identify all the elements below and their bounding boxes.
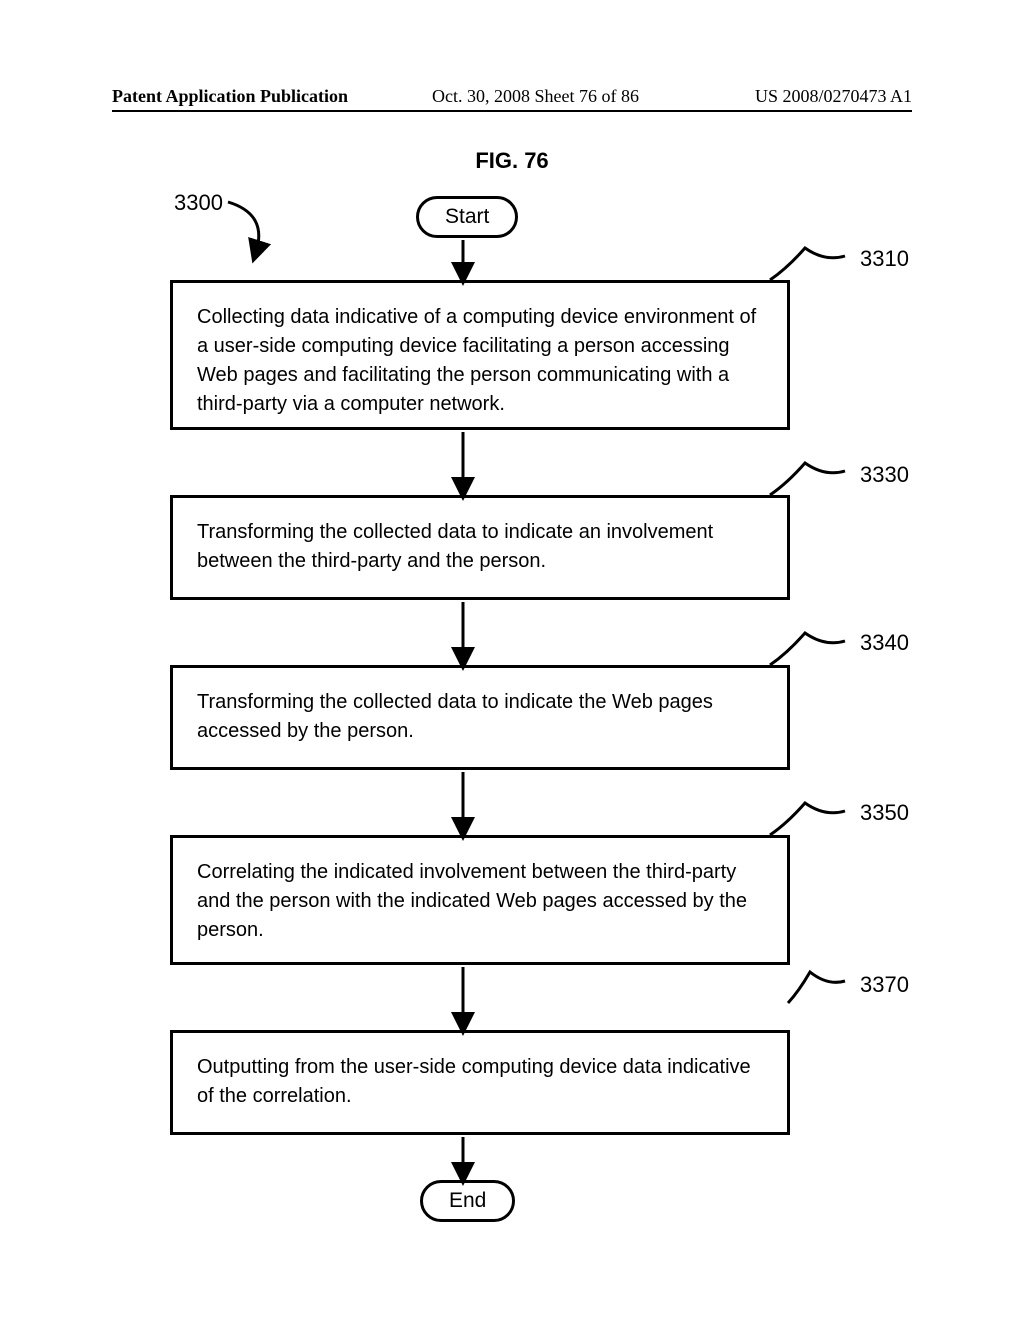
ref-3330: 3330 bbox=[860, 462, 909, 488]
terminal-end: End bbox=[420, 1180, 515, 1222]
header-left: Patent Application Publication bbox=[112, 86, 348, 106]
ref-3350: 3350 bbox=[860, 800, 909, 826]
page-header: Patent Application Publication Oct. 30, … bbox=[112, 86, 912, 107]
figure-title: FIG. 76 bbox=[0, 148, 1024, 174]
terminal-start: Start bbox=[416, 196, 518, 238]
ref-3370: 3370 bbox=[860, 972, 909, 998]
flow-box-3340: Transforming the collected data to indic… bbox=[170, 665, 790, 770]
flow-box-3370: Outputting from the user-side computing … bbox=[170, 1030, 790, 1135]
flow-box-3310: Collecting data indicative of a computin… bbox=[170, 280, 790, 430]
header-right: US 2008/0270473 A1 bbox=[755, 86, 912, 107]
flow-box-3350: Correlating the indicated involvement be… bbox=[170, 835, 790, 965]
flow-box-3330: Transforming the collected data to indic… bbox=[170, 495, 790, 600]
ref-main: 3300 bbox=[174, 190, 223, 216]
ref-3310: 3310 bbox=[860, 246, 909, 272]
page: Patent Application Publication Oct. 30, … bbox=[0, 0, 1024, 1320]
header-rule bbox=[112, 110, 912, 112]
ref-3340: 3340 bbox=[860, 630, 909, 656]
header-middle: Oct. 30, 2008 Sheet 76 of 86 bbox=[432, 86, 639, 107]
